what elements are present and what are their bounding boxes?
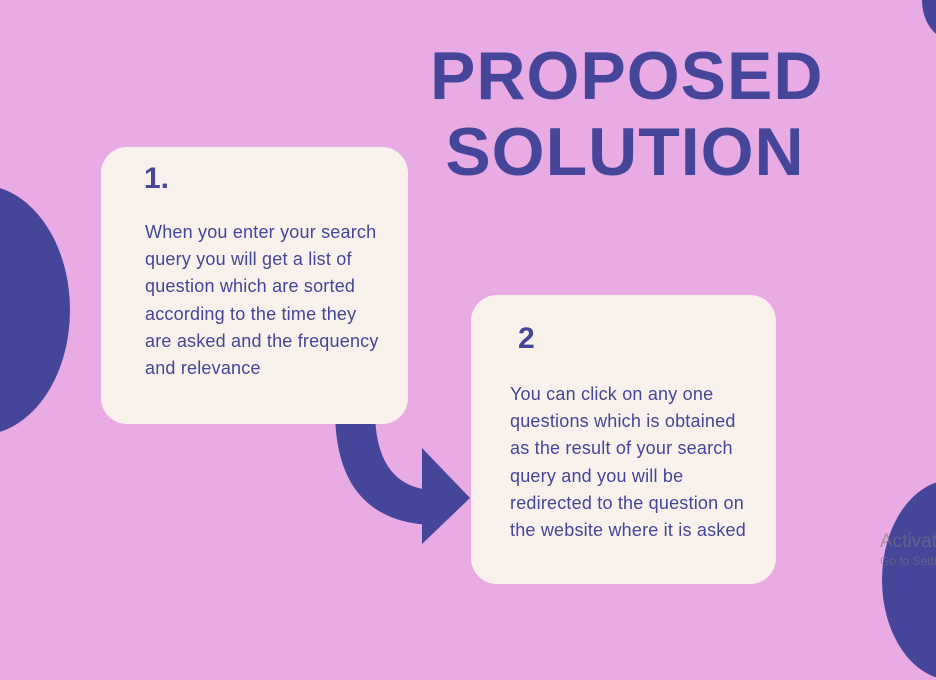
- decorative-circle-left: [0, 185, 70, 435]
- decorative-circle-top-right: [922, 0, 936, 40]
- title-line-1: PROPOSED: [430, 38, 824, 114]
- page-title: PROPOSED SOLUTION: [430, 38, 824, 190]
- step-2-number: 2: [518, 322, 535, 355]
- title-line-2: SOLUTION: [445, 114, 805, 190]
- watermark-line-1: Activate Windows: [880, 531, 936, 552]
- activation-watermark: Activate Windows Go to Settings to activ…: [880, 530, 936, 568]
- watermark-line-2: Go to Settings to activate Windows.: [880, 554, 936, 568]
- curved-arrow-icon: [335, 410, 470, 544]
- step-1-card: 1. When you enter your search query you …: [101, 147, 408, 424]
- decorative-circle-bottom-right: [882, 480, 936, 680]
- step-1-description: When you enter your search query you wil…: [145, 222, 379, 379]
- step-2-card: 2 You can click on any one questions whi…: [471, 295, 776, 584]
- step-1-number: 1.: [144, 162, 170, 195]
- step-2-description: You can click on any one questions which…: [510, 384, 746, 541]
